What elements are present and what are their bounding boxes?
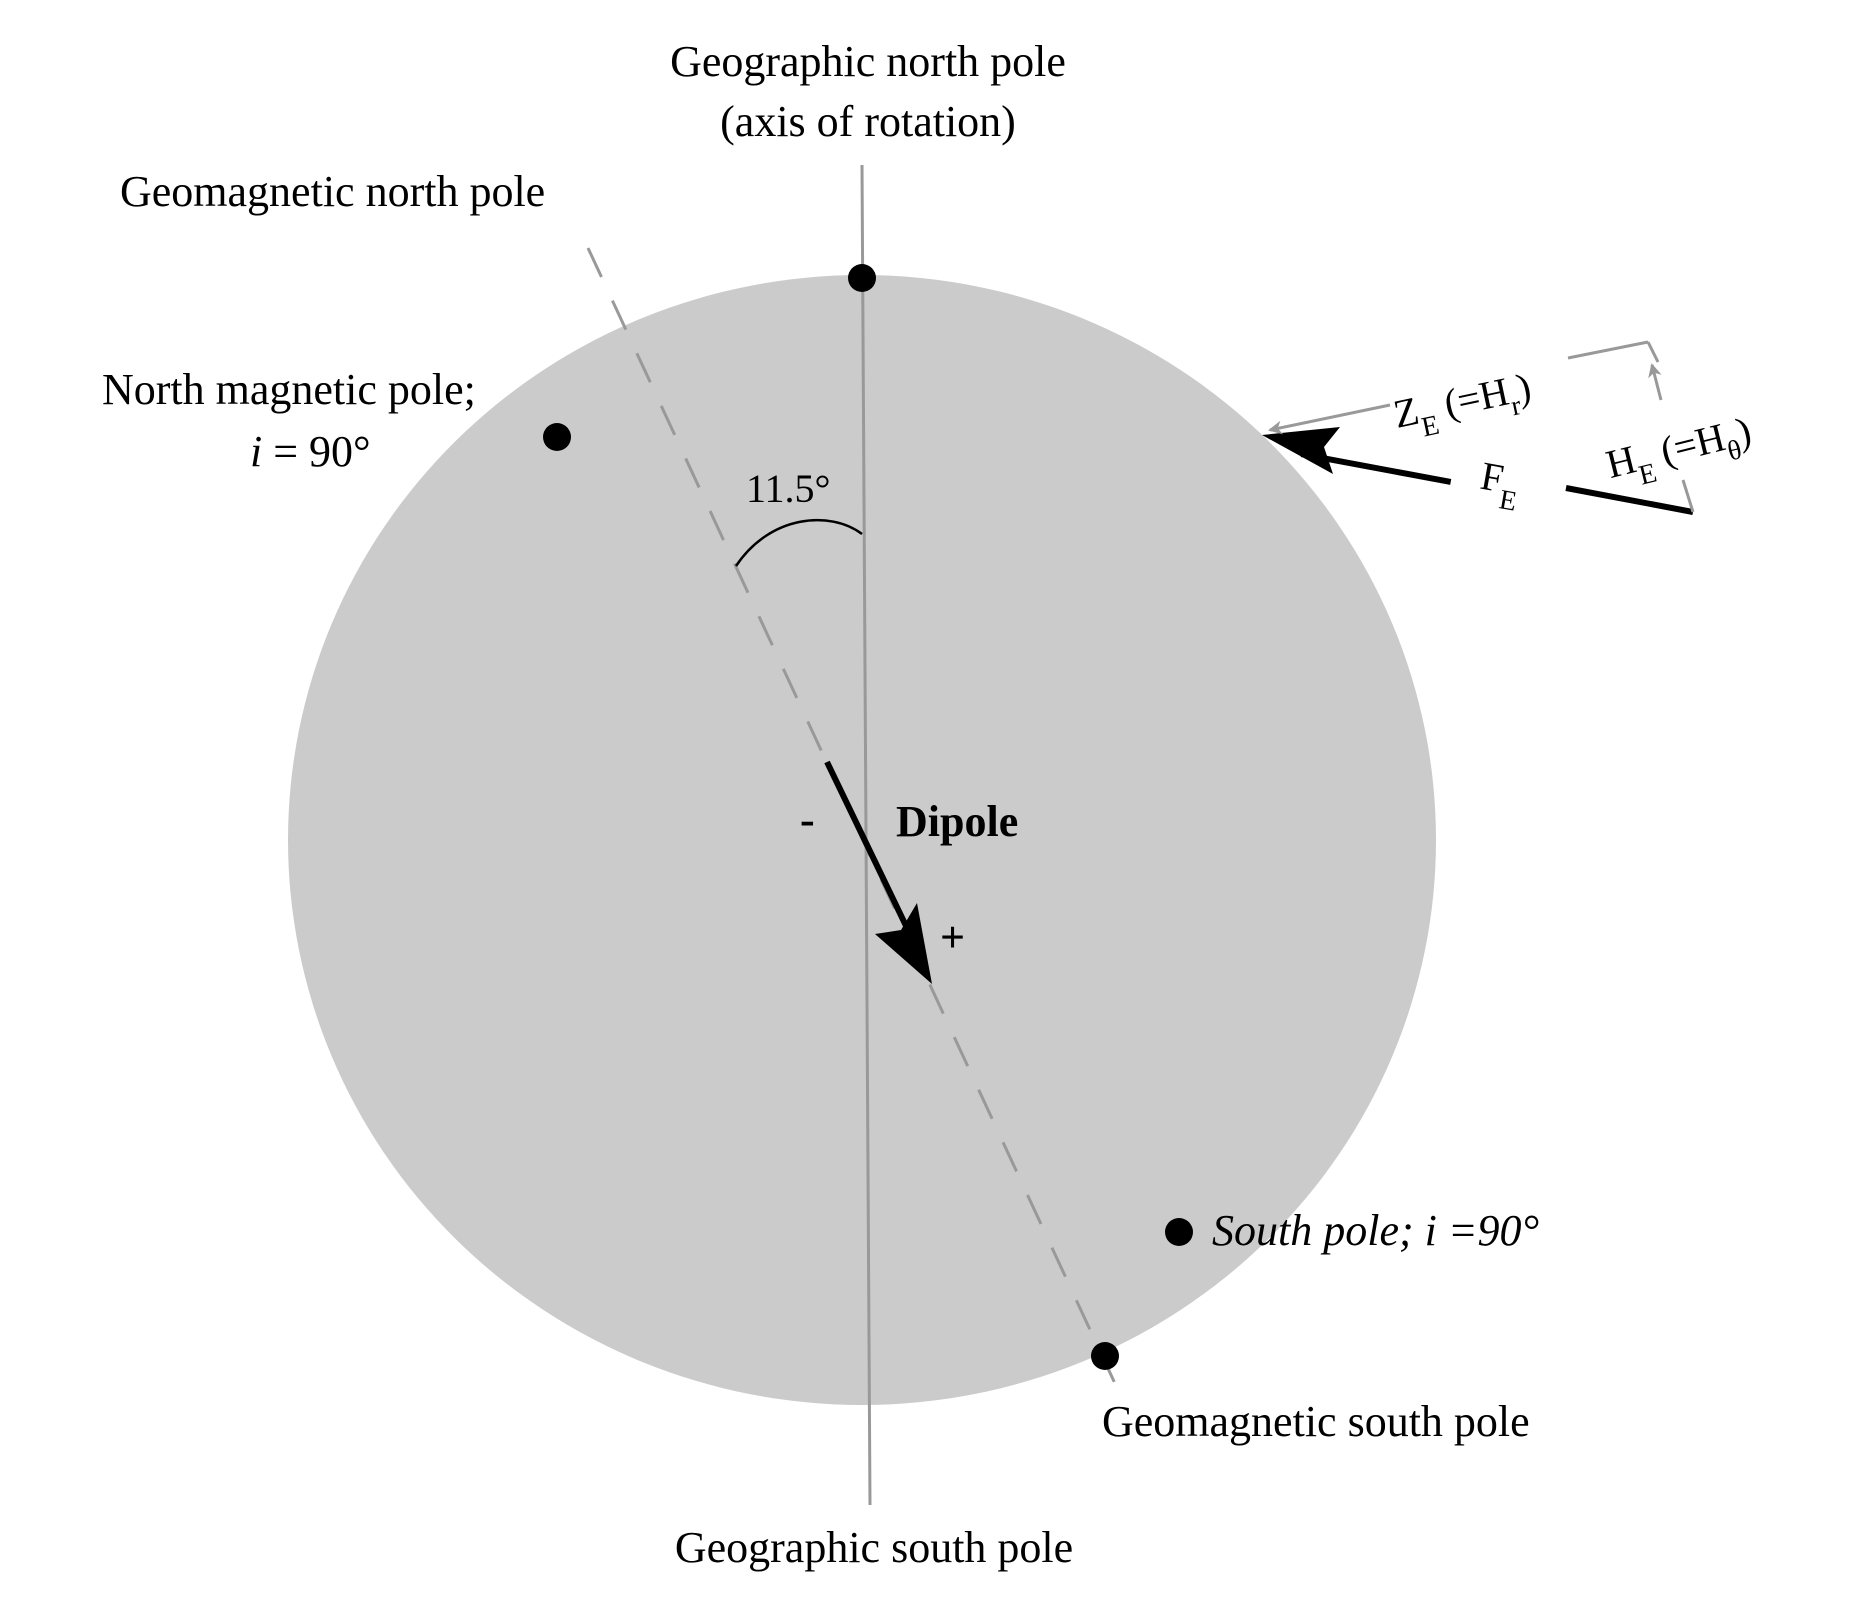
h-paren-open: (=H (1646, 414, 1729, 476)
h-vector-shaft-upper (1648, 363, 1663, 401)
z-symbol: Z (1390, 388, 1423, 437)
f-subscript: E (1497, 484, 1519, 518)
geographic-north-pole-label-line1: Geographic north pole (670, 37, 1066, 86)
svg-text:ZE (=Hr): ZE (=Hr) (1390, 364, 1538, 449)
f-vector-arrowhead (1262, 427, 1340, 474)
south-pole-dot (1165, 1218, 1193, 1246)
inclination-value: = 90° (262, 427, 370, 476)
north-magnetic-pole-label-line1: North magnetic pole; (102, 365, 476, 414)
dipole-plus-sign: + (940, 913, 965, 962)
f-vector-shaft-right (1565, 485, 1694, 515)
z-vector-shaft-left (1268, 403, 1391, 435)
geomagnetic-south-pole-dot (1091, 1342, 1119, 1370)
rotation-axis (860, 164, 872, 1506)
h-vector-top-link (1646, 341, 1660, 363)
z-vector-shaft-right (1567, 340, 1649, 360)
north-magnetic-pole-dot (543, 423, 571, 451)
dipole-minus-sign: - (800, 795, 815, 844)
geomagnetic-south-pole-label: Geomagnetic south pole (1102, 1397, 1530, 1446)
h-vector-shaft-lower (1681, 479, 1695, 513)
z-vector-label: ZE (=Hr) (1390, 364, 1538, 449)
tilt-angle-arc (734, 518, 863, 567)
north-magnetic-pole-label-line2: i = 90° (250, 427, 371, 476)
z-paren-open: (=H (1430, 369, 1512, 429)
geomagnetic-north-pole-label: Geomagnetic north pole (120, 167, 545, 216)
f-vector-label: FE (1475, 453, 1524, 518)
geographic-north-pole-label-line2: (axis of rotation) (720, 97, 1016, 146)
dipole-label: Dipole (896, 797, 1018, 846)
svg-text:HE (=Hθ): HE (=Hθ) (1602, 408, 1759, 499)
h-symbol: H (1602, 436, 1641, 487)
svg-text:FE: FE (1475, 453, 1524, 518)
z-subscript: E (1419, 410, 1442, 444)
dipole-arrowhead (875, 903, 932, 984)
geomagnetic-axis (586, 247, 1120, 1391)
h-vector-label: HE (=Hθ) (1602, 408, 1759, 499)
geographic-south-pole-label: Geographic south pole (675, 1523, 1073, 1572)
tilt-angle-label: 11.5° (746, 466, 831, 511)
geographic-north-pole-dot (848, 264, 876, 292)
south-pole-label: South pole; i =90° (1212, 1206, 1539, 1255)
dipole-arrow-shaft (824, 760, 911, 932)
inclination-symbol: i (250, 427, 262, 476)
